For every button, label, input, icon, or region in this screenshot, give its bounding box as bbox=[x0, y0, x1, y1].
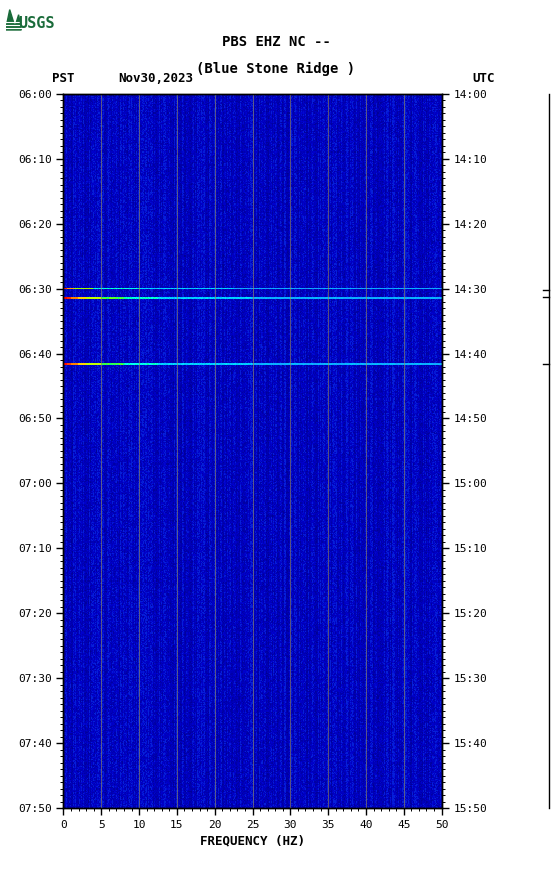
Text: USGS: USGS bbox=[19, 16, 55, 30]
Text: UTC: UTC bbox=[472, 71, 495, 85]
Text: PST: PST bbox=[52, 71, 75, 85]
Polygon shape bbox=[6, 10, 21, 30]
X-axis label: FREQUENCY (HZ): FREQUENCY (HZ) bbox=[200, 834, 305, 847]
Text: Nov30,2023: Nov30,2023 bbox=[119, 71, 194, 85]
Text: (Blue Stone Ridge ): (Blue Stone Ridge ) bbox=[197, 62, 355, 76]
Text: PBS EHZ NC --: PBS EHZ NC -- bbox=[221, 35, 331, 49]
